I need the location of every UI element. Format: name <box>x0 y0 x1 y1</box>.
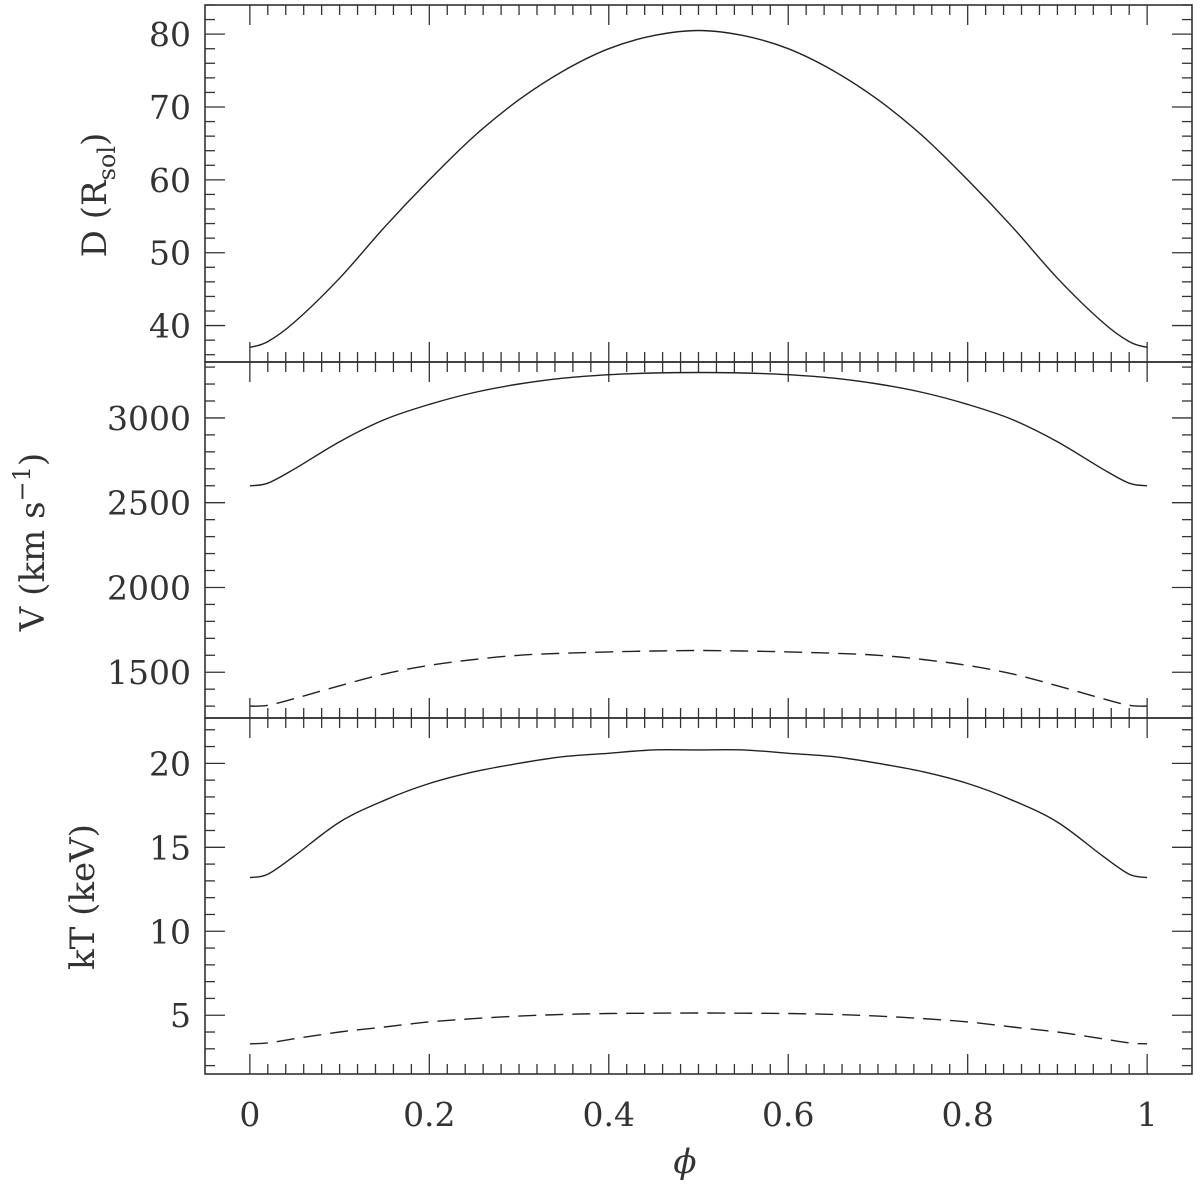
panel-middle-ylabel-sup: −1 <box>8 466 36 501</box>
x-tick-label: 0 <box>239 1095 260 1134</box>
panel-bottom: 5 10 15 20 0 0.2 0.4 0.6 0.8 1 <box>149 717 1193 1134</box>
panel-top-ylabel: D (Rsol) <box>75 133 121 258</box>
panel-top-ytick-label: 40 <box>149 307 191 346</box>
panel-middle: 1500 2000 2500 3000 <box>107 361 1193 719</box>
panel-top-ytick-label: 70 <box>149 88 191 127</box>
x-tick-label: 1 <box>1137 1095 1158 1134</box>
panel-top-ytick-label: 50 <box>149 234 191 273</box>
panel-bottom-ylabel: kT (keV) <box>63 824 103 970</box>
panel-middle-ylabel: V (km s−1) <box>8 453 53 632</box>
panel-bottom-series-dashed <box>249 1012 1148 1045</box>
panel-bottom-series-solid <box>249 748 1148 879</box>
panel-middle-series-solid <box>249 371 1148 487</box>
panel-top-ylabel-main: D (R <box>75 179 115 257</box>
panels: 40 50 60 70 80 1500 2000 2500 3000 5 10 15 20 0 0.2 0.4… <box>107 4 1193 1134</box>
panel-middle-ytick-label: 1500 <box>107 653 191 692</box>
panel-middle-ylabel-main: V (km s <box>13 501 53 632</box>
x-tick-label: 0.4 <box>583 1095 635 1134</box>
panel-middle-series-dashed <box>249 649 1148 707</box>
x-tick-label: 0.8 <box>941 1095 993 1134</box>
panel-middle-ytick-label: 2500 <box>107 484 191 523</box>
panel-bottom-ytick-label: 10 <box>149 912 191 951</box>
panel-bottom-ytick-label: 15 <box>149 828 191 867</box>
panel-top-series-solid <box>249 29 1148 349</box>
panel-bottom-ytick-label: 5 <box>170 996 191 1035</box>
panel-middle-ylabel-close: ) <box>13 453 53 466</box>
x-tick-label: 0.2 <box>403 1095 455 1134</box>
x-axis-title: ϕ <box>673 1142 696 1182</box>
panel-middle-ytick-label: 2000 <box>107 568 191 607</box>
panel-top-ylabel-sub: sol <box>93 146 121 180</box>
panel-top-ytick-label: 80 <box>149 15 191 54</box>
panel-middle-ytick-label: 3000 <box>107 399 191 438</box>
panel-top-ylabel-close: ) <box>75 133 115 146</box>
x-tick-label: 0.6 <box>762 1095 814 1134</box>
panel-top: 40 50 60 70 80 <box>149 4 1193 363</box>
panel-top-ytick-label: 60 <box>149 161 191 200</box>
panel-bottom-ytick-label: 20 <box>149 744 191 783</box>
